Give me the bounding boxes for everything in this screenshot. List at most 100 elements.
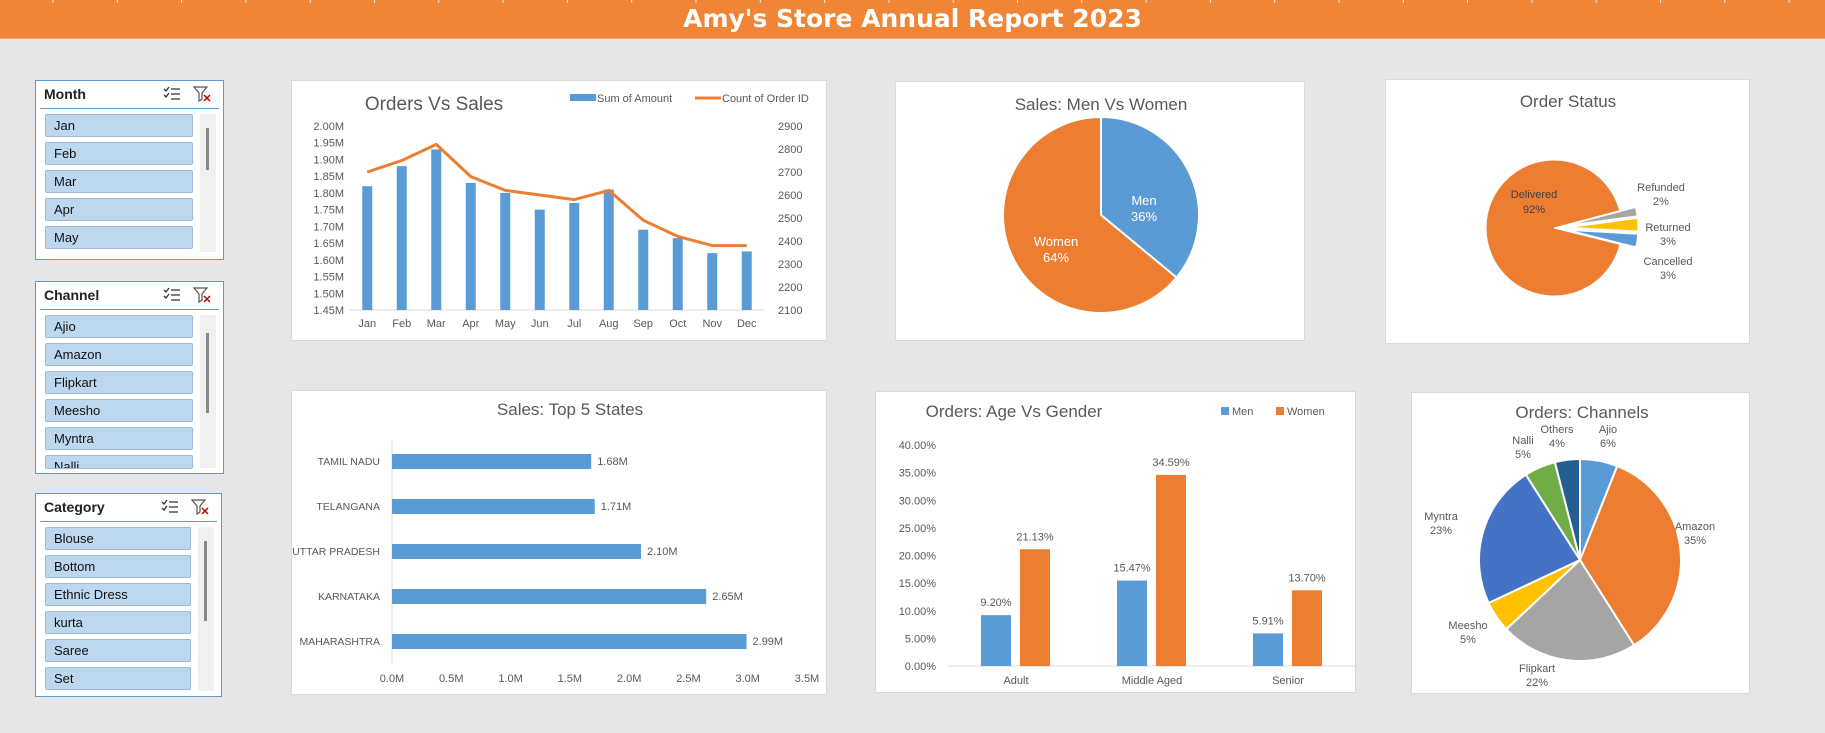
y-tick-label: 2400: [778, 236, 802, 248]
order-status-card: Order Status Delivered 92% Refunded 2% Return…: [1385, 79, 1750, 344]
slice-percent: 4%: [1549, 438, 1565, 450]
slice-percent: 35%: [1684, 535, 1706, 547]
y-tick-label: 1.65M: [313, 238, 344, 250]
slice-percent: 36%: [1131, 209, 1157, 224]
y-tick-label: 2200: [778, 282, 802, 294]
slicer-header: Channel: [40, 282, 219, 310]
chart-title: Orders: Channels: [1515, 403, 1648, 422]
x-tick-label: Jan: [358, 318, 376, 330]
x-tick-label: Aug: [599, 318, 619, 330]
slice-label: Nalli: [1512, 435, 1533, 447]
y-tick-label: 1.45M: [313, 305, 344, 317]
pie-slice: [1569, 229, 1639, 248]
multi-select-icon[interactable]: [163, 86, 181, 102]
slicer-item[interactable]: Ajio: [45, 315, 193, 338]
slice-label: Cancelled: [1644, 256, 1693, 268]
slice-label: Others: [1540, 424, 1574, 436]
slicer-scrollbar[interactable]: [198, 527, 214, 691]
clear-filter-icon[interactable]: [193, 86, 211, 102]
x-tick-label: Apr: [462, 318, 479, 330]
data-label: 2.10M: [647, 546, 678, 558]
bar: [392, 454, 592, 469]
x-tick-label: Oct: [669, 318, 686, 330]
pie-slice: [1569, 217, 1639, 232]
slice-label: Refunded: [1637, 182, 1685, 194]
y-tick-label: 30.00%: [899, 495, 937, 507]
slicer-scrollbar[interactable]: [200, 114, 216, 252]
clear-filter-icon[interactable]: [191, 499, 209, 515]
y-tick-label: 5.00%: [905, 633, 936, 645]
y-tick-label: 2100: [778, 305, 802, 317]
scrollbar-thumb[interactable]: [204, 541, 207, 621]
slicer-item[interactable]: Blouse: [45, 527, 191, 550]
chart-title: Orders: Age Vs Gender: [926, 402, 1103, 421]
x-tick-label: Sep: [633, 318, 653, 330]
category-slicer[interactable]: Category Blouse Bottom Ethnic Dress kurta Sa…: [35, 493, 222, 697]
y-tick-label: 25.00%: [899, 523, 937, 535]
slicer-item[interactable]: May: [45, 226, 193, 249]
slicer-scrollbar[interactable]: [200, 315, 216, 468]
orders-vs-sales-chart: Orders Vs Sales Sum of Amount Count of Ord…: [313, 93, 808, 330]
slicer-item[interactable]: Amazon: [45, 343, 193, 366]
slice-label: Flipkart: [1519, 663, 1555, 675]
multi-select-icon[interactable]: [163, 287, 181, 303]
slicer-item[interactable]: Bottom: [45, 555, 191, 578]
x-tick-label: May: [495, 318, 516, 330]
slicer-item[interactable]: Flipkart: [45, 371, 193, 394]
bar: [1117, 580, 1147, 666]
slicer-item[interactable]: Jan: [45, 114, 193, 137]
slice-percent: 64%: [1043, 250, 1069, 265]
bar: [672, 238, 683, 310]
scrollbar-thumb[interactable]: [206, 128, 209, 170]
bar: [396, 166, 407, 310]
clear-filter-icon[interactable]: [193, 287, 211, 303]
bar: [707, 253, 718, 310]
slicer-item[interactable]: Myntra: [45, 427, 193, 450]
data-label: 1.68M: [597, 456, 628, 468]
order-status-chart: Order Status Delivered 92% Refunded 2% Return…: [1485, 92, 1693, 297]
legend-label: Women: [1287, 406, 1325, 418]
x-tick-label: Jun: [531, 318, 549, 330]
bar: [392, 589, 707, 604]
month-slicer[interactable]: Month Jan Feb Mar Apr May: [35, 80, 224, 260]
x-tick-label: Middle Aged: [1122, 675, 1183, 687]
slice-label: Amazon: [1675, 521, 1715, 533]
data-label: 9.20%: [980, 597, 1011, 609]
slicer-item[interactable]: Saree: [45, 639, 191, 662]
report-title: Amy's Store Annual Report 2023: [683, 4, 1142, 33]
data-label: 21.13%: [1016, 531, 1054, 543]
legend-label: Sum of Amount: [597, 93, 672, 105]
slice-percent: 23%: [1430, 525, 1452, 537]
bar: [362, 186, 373, 310]
slicer-item[interactable]: Ethnic Dress: [45, 583, 191, 606]
x-tick-label: 3.0M: [735, 673, 759, 685]
slicer-item[interactable]: Set: [45, 667, 191, 690]
slicer-header: Month: [40, 81, 219, 109]
slicer-item[interactable]: Nalli: [45, 455, 193, 469]
slicer-item[interactable]: Apr: [45, 198, 193, 221]
slicer-item[interactable]: Mar: [45, 170, 193, 193]
x-tick-label: Adult: [1003, 675, 1028, 687]
category-label: KARNATAKA: [318, 591, 380, 603]
x-tick-label: 1.0M: [498, 673, 522, 685]
x-tick-label: Feb: [392, 318, 411, 330]
slice-percent: 2%: [1653, 196, 1669, 208]
scrollbar-thumb[interactable]: [206, 333, 209, 413]
slicer-item[interactable]: Meesho: [45, 399, 193, 422]
x-tick-label: 2.5M: [676, 673, 700, 685]
slice-label: Men: [1131, 193, 1156, 208]
channel-slicer[interactable]: Channel Ajio Amazon Flipkart Meesho Myntra Na…: [35, 281, 224, 474]
slicer-item[interactable]: kurta: [45, 611, 191, 634]
age-vs-gender-chart: Orders: Age Vs Gender Men Women 0.00% 5.00% 1…: [899, 402, 1357, 687]
slice-percent: 5%: [1515, 449, 1531, 461]
top-states-card: Sales: Top 5 States 0.0M 0.5M 1.0M 1.5M 2.0M 2…: [291, 390, 827, 695]
banner-gridlines: [52, 0, 1790, 3]
bar: [392, 634, 747, 649]
y-tick-label: 2500: [778, 213, 802, 225]
x-tick-label: 0.0M: [380, 673, 404, 685]
chart-title: Sales: Men Vs Women: [1015, 95, 1188, 114]
y-tick-label: 20.00%: [899, 551, 937, 563]
multi-select-icon[interactable]: [161, 499, 179, 515]
slicer-item[interactable]: Feb: [45, 142, 193, 165]
